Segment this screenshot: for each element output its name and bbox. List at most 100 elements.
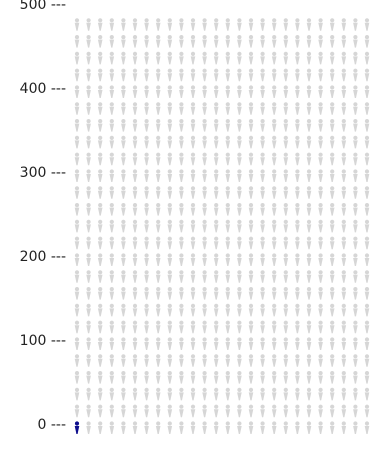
person-icon	[109, 203, 115, 216]
person-icon	[213, 253, 219, 266]
person-icon	[329, 387, 335, 401]
person-icon	[248, 421, 254, 434]
person-icon	[248, 253, 254, 266]
person-icon	[167, 354, 173, 367]
person-icon	[271, 287, 277, 300]
person-icon	[364, 354, 370, 367]
person-icon	[97, 387, 103, 401]
person-icon	[167, 203, 173, 216]
person-icon	[109, 186, 115, 199]
person-icon	[283, 219, 289, 233]
person-icon	[86, 18, 91, 31]
person-icon	[341, 421, 347, 434]
person-icon	[74, 35, 80, 48]
person-icon	[329, 303, 335, 317]
person-icon	[144, 18, 149, 31]
person-icon	[353, 18, 358, 31]
person-icon	[248, 320, 254, 334]
person-icon	[121, 35, 126, 48]
person-icon	[202, 152, 207, 166]
person-icon	[144, 337, 149, 350]
person-icon	[144, 253, 149, 266]
person-icon	[341, 85, 347, 98]
person-icon	[353, 371, 358, 384]
person-icon	[364, 203, 370, 216]
person-icon	[306, 51, 312, 65]
person-icon	[225, 421, 231, 434]
person-icon	[97, 68, 103, 82]
person-icon	[306, 102, 312, 115]
person-icon	[271, 102, 277, 115]
person-icon	[237, 387, 242, 401]
person-icon	[74, 203, 80, 216]
person-icon	[155, 119, 161, 132]
person-icon	[190, 51, 196, 65]
person-icon	[341, 287, 347, 300]
person-icon	[213, 51, 219, 65]
person-icon	[190, 320, 196, 334]
person-icon	[225, 219, 231, 233]
person-icon	[271, 404, 277, 418]
person-icon	[74, 270, 80, 283]
person-icon	[260, 404, 265, 418]
person-icon	[109, 303, 115, 317]
person-icon	[341, 270, 347, 283]
person-icon	[260, 68, 265, 82]
person-icon	[179, 85, 184, 98]
y-tick-label: 400 ---	[19, 81, 66, 97]
person-icon	[86, 387, 91, 401]
person-icon	[144, 354, 149, 367]
person-icon	[190, 135, 196, 149]
person-icon	[144, 303, 149, 317]
person-icon	[283, 35, 289, 48]
person-icon	[167, 85, 173, 98]
person-icon	[167, 169, 173, 182]
person-icon	[318, 35, 323, 48]
person-icon	[132, 35, 138, 48]
person-icon	[283, 387, 289, 401]
person-icon	[318, 203, 323, 216]
person-icon	[248, 169, 254, 182]
person-icon	[109, 320, 115, 334]
person-icon	[295, 152, 300, 166]
person-icon	[306, 152, 312, 166]
person-icon	[155, 68, 161, 82]
person-icon	[167, 337, 173, 350]
person-icon	[248, 270, 254, 283]
person-icon	[179, 219, 184, 233]
person-icon	[306, 337, 312, 350]
person-icon	[260, 253, 265, 266]
person-icon	[271, 320, 277, 334]
person-icon	[132, 186, 138, 199]
person-icon	[144, 421, 149, 434]
person-icon	[144, 387, 149, 401]
person-icon	[86, 287, 91, 300]
person-icon	[167, 152, 173, 166]
person-icon	[341, 152, 347, 166]
person-icon	[248, 387, 254, 401]
person-icon	[318, 320, 323, 334]
person-icon	[237, 18, 242, 31]
person-icon	[295, 270, 300, 283]
person-icon	[155, 253, 161, 266]
person-icon	[144, 270, 149, 283]
person-icon	[121, 236, 126, 250]
person-icon	[190, 152, 196, 166]
person-icon	[364, 35, 370, 48]
person-icon	[74, 404, 80, 418]
person-icon	[225, 68, 231, 82]
person-icon	[121, 337, 126, 350]
person-icon	[318, 303, 323, 317]
person-icon	[283, 371, 289, 384]
person-icon	[109, 287, 115, 300]
person-icon	[155, 404, 161, 418]
person-icon	[295, 287, 300, 300]
person-icon	[364, 404, 370, 418]
person-icon	[121, 119, 126, 132]
person-icon	[283, 85, 289, 98]
person-icon	[295, 337, 300, 350]
person-icon	[271, 253, 277, 266]
person-icon	[329, 253, 335, 266]
person-icon	[213, 135, 219, 149]
